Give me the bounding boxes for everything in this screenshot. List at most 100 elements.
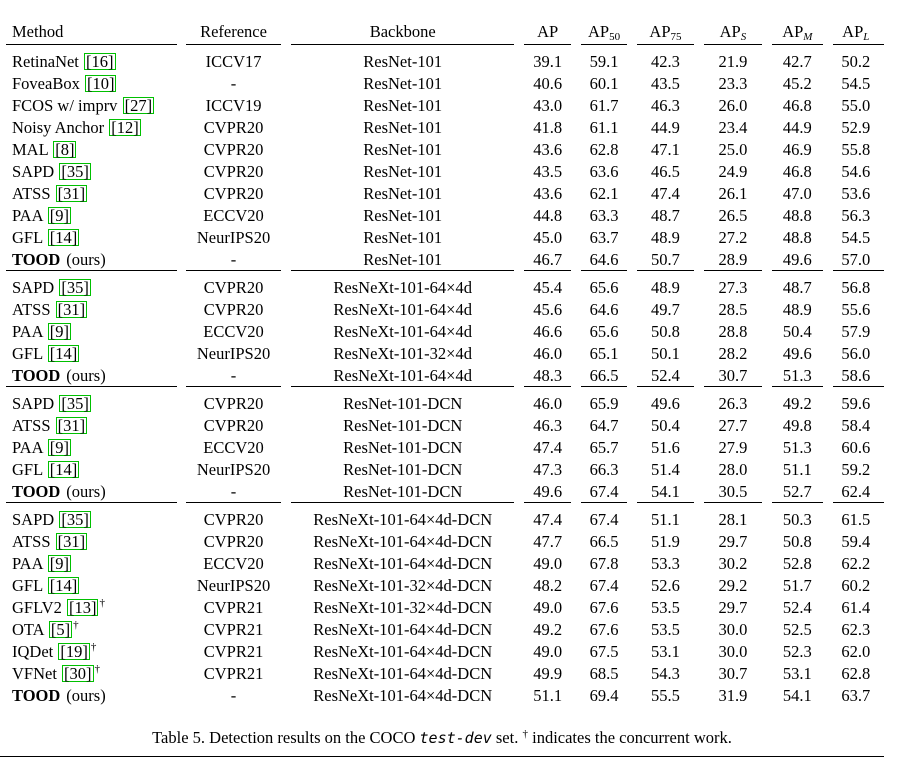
cell-ap75: 50.4: [651, 416, 680, 435]
table-row: Noisy Anchor [12] CVPR20 ResNet-101 41.8 61.…: [6, 117, 884, 139]
cell-apm: 51.3: [767, 365, 828, 387]
citation-link[interactable]: [16]: [84, 52, 116, 71]
citation-link[interactable]: [10]: [84, 74, 117, 93]
citation-link[interactable]: [31]: [55, 300, 88, 319]
citation-link[interactable]: [12]: [109, 118, 141, 137]
citation-link[interactable]: [9]: [47, 554, 71, 573]
citation-link[interactable]: [13]: [66, 598, 99, 617]
citation-link[interactable]: [14]: [47, 576, 80, 595]
cell-backbone: ResNet-101: [363, 118, 443, 137]
cell-apm: 48.8: [782, 206, 812, 225]
cell-reference: -: [230, 686, 237, 705]
cell-ap50: 67.4: [589, 576, 619, 595]
results-table: Method Reference Backbone AP AP50 AP75 A…: [6, 19, 884, 707]
citation-link[interactable]: [14]: [47, 344, 80, 363]
cell-ap: 46.6: [533, 322, 563, 341]
citation-number: 31: [63, 532, 80, 551]
dagger-mark: †: [73, 619, 79, 631]
caption-middle: set.: [491, 728, 523, 747]
citation-link[interactable]: [9]: [47, 438, 71, 457]
cell-ap: 46.0: [533, 394, 563, 413]
cell-aps: 28.5: [718, 300, 748, 319]
cell-reference: ECCV20: [203, 554, 264, 573]
cell-ap: 48.2: [533, 576, 563, 595]
cell-method: GFL [14]: [6, 575, 181, 597]
cell-reference: CVPR20: [203, 532, 264, 551]
cell-ap50: 64.7: [589, 416, 619, 435]
table-row: ATSS [31] CVPR20 ResNeXt-101-64×4d 45.6 64.6…: [6, 299, 884, 321]
cell-aps: 21.9: [718, 52, 748, 71]
cell-backbone: ResNeXt-101-64×4d: [333, 322, 472, 341]
citation-link[interactable]: [8]: [53, 140, 77, 159]
citation-link[interactable]: [9]: [47, 206, 71, 225]
cell-aps: 30.7: [718, 664, 748, 683]
header-ap75: AP75: [632, 19, 699, 45]
citation-link[interactable]: [31]: [55, 416, 88, 435]
citation-link[interactable]: [35]: [59, 162, 91, 181]
cell-method: GFL [14]: [6, 343, 181, 365]
method-name: PAA: [12, 438, 43, 457]
cell-ap50: 65.1: [589, 344, 619, 363]
caption-mono-term: test-dev: [419, 729, 492, 747]
citation-link[interactable]: [14]: [47, 460, 80, 479]
citation-link[interactable]: [5]: [48, 620, 73, 639]
cell-ap75: 50.7: [632, 249, 699, 271]
cell-apl: 58.4: [841, 416, 871, 435]
cell-apl: 50.2: [841, 52, 871, 71]
cell-ap75: 53.5: [651, 598, 680, 617]
method-name: TOOD: [12, 686, 61, 705]
citation-number: 30: [69, 664, 87, 683]
citation-link[interactable]: [31]: [55, 184, 88, 203]
cell-ap50: 68.5: [589, 664, 619, 683]
citation-link[interactable]: [31]: [55, 532, 88, 551]
cell-reference: CVPR20: [203, 162, 264, 181]
citation-link[interactable]: [35]: [59, 510, 91, 529]
cell-method: IQDet [19] †: [6, 641, 181, 663]
cell-method: RetinaNet [16]: [6, 45, 181, 73]
table-row: ATSS [31] CVPR20 ResNeXt-101-64×4d-DCN 47.7…: [6, 531, 884, 553]
cell-ap: 49.0: [533, 598, 563, 617]
header-ap: AP: [519, 19, 576, 45]
citation-link[interactable]: [14]: [47, 228, 80, 247]
citation-link[interactable]: [35]: [59, 278, 91, 297]
header-backbone: Backbone: [285, 19, 520, 45]
cell-aps: 30.7: [698, 365, 768, 387]
ours-label: (ours): [66, 686, 106, 705]
cell-method: SAPD [35]: [6, 503, 181, 531]
table-row: PAA [9] ECCV20 ResNeXt-101-64×4d 46.6 65.6 50…: [6, 321, 884, 343]
cell-method: SAPD [35]: [6, 387, 181, 415]
cell-ap50: 63.7: [589, 228, 619, 247]
citation-link[interactable]: [27]: [122, 96, 155, 115]
cell-ap75: 51.4: [651, 460, 680, 479]
cell-backbone: ResNet-101: [363, 162, 443, 181]
table-row: RetinaNet [16] ICCV17 ResNet-101 39.1 59.1 42…: [6, 45, 884, 73]
method-name: TOOD: [12, 366, 61, 385]
cell-apl: 61.5: [841, 510, 871, 529]
cell-backbone: ResNeXt-101-64×4d: [285, 365, 520, 387]
cell-aps: 27.9: [718, 438, 748, 457]
cell-backbone: ResNeXt-101-64×4d-DCN: [313, 510, 493, 529]
cell-ap50: 62.8: [589, 140, 619, 159]
cell-reference: ICCV19: [205, 96, 262, 115]
cell-backbone: ResNeXt-101-32×4d: [333, 344, 472, 363]
cell-reference: CVPR20: [203, 300, 264, 319]
method-name: OTA: [12, 620, 44, 639]
citation-link[interactable]: [19]: [58, 642, 90, 661]
cell-ap75: 52.4: [632, 365, 699, 387]
table-row: OTA [5] † CVPR21 ResNeXt-101-64×4d-DCN 49.2 6…: [6, 619, 884, 641]
citation-link[interactable]: [9]: [47, 322, 71, 341]
cell-ap75: 52.6: [651, 576, 680, 595]
cell-reference: -: [181, 481, 286, 503]
method-name: ATSS: [12, 416, 51, 435]
method-name: GFL: [12, 228, 43, 247]
header-apl-base: AP: [842, 22, 864, 41]
table-row: PAA [9] ECCV20 ResNeXt-101-64×4d-DCN 49.0 67…: [6, 553, 884, 575]
table-row: SAPD [35] CVPR20 ResNeXt-101-64×4d 45.4 65.6…: [6, 271, 884, 299]
citation-number: 14: [55, 576, 72, 595]
cell-ap50: 61.7: [589, 96, 619, 115]
cell-backbone: ResNeXt-101-64×4d-DCN: [313, 620, 493, 639]
citation-link[interactable]: [30]: [62, 664, 94, 683]
cell-ap50: 62.1: [589, 184, 619, 203]
citation-link[interactable]: [35]: [59, 394, 91, 413]
cell-ap: 43.5: [533, 162, 563, 181]
